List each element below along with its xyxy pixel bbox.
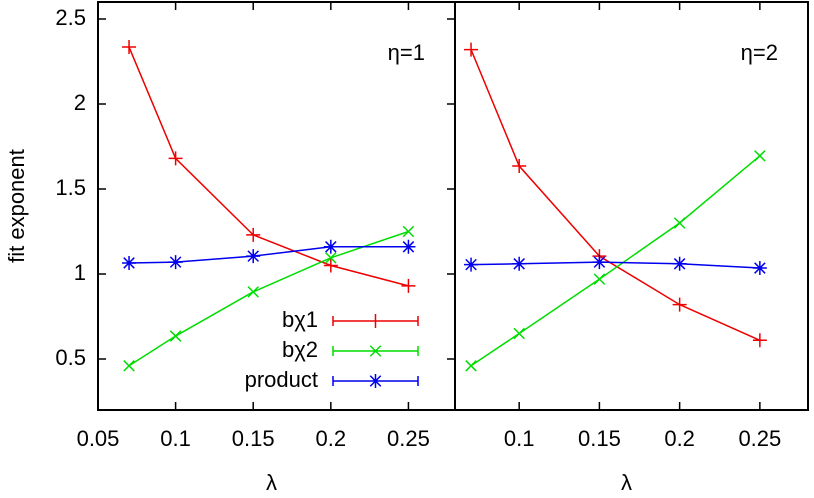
y-tick-label: 0.5 bbox=[55, 345, 86, 370]
x-axis-label: λ bbox=[266, 470, 277, 495]
y-axis-label: fit exponent bbox=[4, 149, 29, 263]
x-tick-label: 0.15 bbox=[232, 426, 275, 451]
point-marker bbox=[672, 297, 687, 312]
x-tick-label: 0.2 bbox=[664, 426, 695, 451]
x-tick-label: 0.1 bbox=[160, 426, 191, 451]
point-marker bbox=[401, 278, 416, 293]
point-marker bbox=[512, 159, 527, 174]
point-marker bbox=[325, 252, 337, 264]
x-tick-label: 0.25 bbox=[387, 426, 430, 451]
point-marker bbox=[465, 360, 477, 372]
point-marker bbox=[673, 217, 686, 229]
point-marker bbox=[122, 40, 137, 55]
point-marker bbox=[169, 330, 182, 342]
point-marker bbox=[752, 261, 767, 276]
point-marker bbox=[323, 258, 338, 273]
legend-swatch bbox=[332, 374, 419, 388]
point-marker bbox=[754, 150, 766, 162]
y-tick-label: 2.5 bbox=[55, 5, 86, 30]
annotation: η=1 bbox=[388, 40, 425, 65]
annotation: η=2 bbox=[741, 40, 778, 65]
point-marker bbox=[513, 327, 525, 340]
plot-frame bbox=[454, 1, 809, 411]
point-marker bbox=[512, 256, 527, 271]
series-line bbox=[128, 46, 409, 287]
point-marker bbox=[672, 256, 687, 271]
x-tick-label: 0.25 bbox=[738, 426, 781, 451]
point-marker bbox=[592, 255, 607, 270]
series-line bbox=[470, 49, 761, 341]
point-marker bbox=[401, 239, 416, 254]
x-tick-label: 0.1 bbox=[504, 426, 535, 451]
point-marker bbox=[246, 227, 261, 242]
point-marker bbox=[122, 255, 137, 270]
point-marker bbox=[246, 249, 261, 264]
point-marker bbox=[464, 42, 479, 57]
point-marker bbox=[402, 225, 415, 238]
point-marker bbox=[168, 255, 183, 270]
point-marker bbox=[752, 333, 767, 348]
legend-label: bχ2 bbox=[282, 337, 318, 362]
x-tick-label: 0.2 bbox=[316, 426, 347, 451]
x-tick-label: 0.15 bbox=[578, 426, 621, 451]
x-tick-label: 0.05 bbox=[77, 426, 120, 451]
point-marker bbox=[247, 286, 259, 298]
legend-label: bχ1 bbox=[282, 307, 318, 332]
point-marker bbox=[464, 257, 479, 272]
series-line bbox=[128, 230, 409, 367]
y-tick-label: 1.5 bbox=[55, 175, 86, 200]
point-marker bbox=[323, 239, 338, 254]
legend-label: product bbox=[245, 367, 318, 392]
x-axis-label: λ bbox=[621, 470, 632, 495]
y-tick-label: 1 bbox=[74, 260, 86, 285]
point-marker bbox=[168, 151, 183, 166]
legend-swatch bbox=[332, 314, 419, 328]
y-tick-label: 2 bbox=[74, 90, 86, 115]
point-marker bbox=[123, 360, 135, 372]
series-line bbox=[129, 246, 409, 264]
point-marker bbox=[593, 273, 606, 285]
series-line bbox=[470, 155, 761, 367]
legend-swatch bbox=[332, 345, 419, 357]
